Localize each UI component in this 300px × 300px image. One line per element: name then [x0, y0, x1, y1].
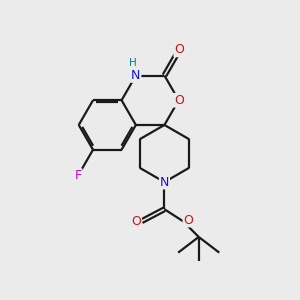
Text: O: O	[174, 44, 184, 56]
Text: N: N	[131, 69, 141, 82]
Text: F: F	[74, 169, 82, 182]
Text: O: O	[174, 94, 184, 107]
Text: O: O	[183, 214, 193, 226]
Text: N: N	[160, 176, 169, 189]
Text: H: H	[129, 58, 137, 68]
Text: O: O	[131, 215, 141, 228]
